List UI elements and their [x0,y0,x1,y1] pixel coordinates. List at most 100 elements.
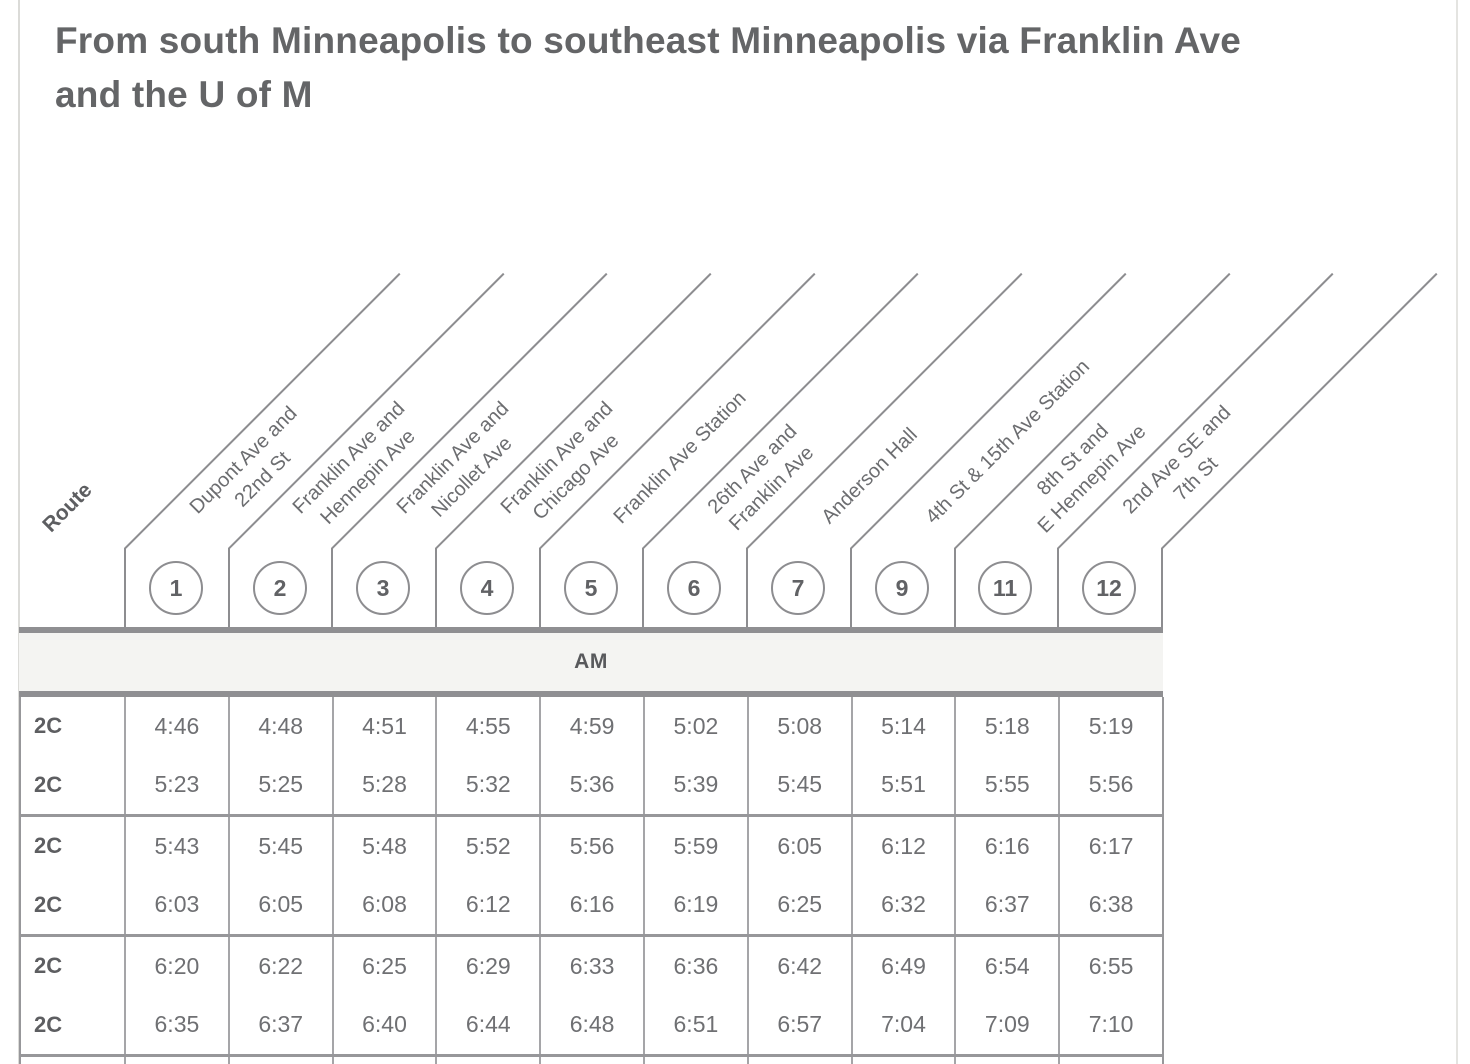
table-row: 2C 6:35 6:37 6:40 6:44 6:48 6:51 6:57 7:… [21,995,1162,1054]
time-cell: 5:45 [746,755,851,814]
time-cell: 6:05 [746,817,851,876]
time-cell: 5:45 [227,817,332,876]
time-cell: 6:12 [850,817,955,876]
time-cell: 6:49 [850,937,955,996]
time-cell: 4:46 [124,697,228,756]
time-cell [746,1057,851,1064]
time-cell [1058,1057,1162,1064]
time-cell: 5:36 [539,755,643,814]
timetable: 2C 4:46 4:48 4:51 4:55 4:59 5:02 5:08 5:… [19,697,1164,1064]
time-cell: 5:56 [539,817,643,876]
trip-group: 2C 6:20 6:22 6:25 6:29 6:33 6:36 6:42 6:… [21,937,1162,1057]
time-cell: 6:12 [435,875,539,934]
header-divider-line [1161,548,1163,627]
header-divider-line [954,548,956,627]
time-cell [331,1057,436,1064]
time-cell: 6:20 [124,937,228,996]
header-divider-line [850,548,852,627]
time-cell: 6:57 [746,995,851,1054]
time-cell: 6:48 [539,995,643,1054]
time-cell: 4:55 [435,697,539,756]
route-cell: 2C [34,891,63,917]
time-cell: 5:51 [850,755,955,814]
header-divider-line [539,548,541,627]
table-row: 2C 4:46 4:48 4:51 4:55 4:59 5:02 5:08 5:… [21,697,1162,756]
time-cell: 6:42 [746,937,851,996]
time-cell [850,1057,955,1064]
time-cell [539,1057,643,1064]
period-label: AM [574,650,608,673]
time-cell: 5:23 [124,755,228,814]
header-divider-line [435,548,437,627]
header-divider-line [228,548,230,627]
stop-number-badge: 7 [771,561,825,615]
time-cell: 6:22 [227,937,332,996]
table-row: 2C 5:23 5:25 5:28 5:32 5:36 5:39 5:45 5:… [21,755,1162,814]
time-cell: 5:25 [227,755,332,814]
stop-number-badge: 2 [253,561,307,615]
stop-number-badge: 6 [667,561,721,615]
card-border-left [18,0,20,1064]
time-cell: 5:14 [850,697,955,756]
period-header-am: AM [19,627,1163,697]
time-cell: 5:28 [331,755,436,814]
time-cell: 6:08 [331,875,436,934]
time-cell: 6:54 [954,937,1058,996]
time-cell: 7:04 [850,995,955,1054]
time-cell: 6:25 [746,875,851,934]
time-cell: 4:51 [331,697,436,756]
time-cell: 7:10 [1058,995,1162,1054]
time-cell: 6:03 [124,875,228,934]
stop-number-badge: 11 [978,561,1032,615]
trip-group: 2C 4:46 4:48 4:51 4:55 4:59 5:02 5:08 5:… [21,697,1162,817]
stop-number-badge: 3 [356,561,410,615]
time-cell: 6:35 [124,995,228,1054]
header-divider-line [746,548,748,627]
time-cell: 5:56 [1058,755,1162,814]
stop-number-badge: 4 [460,561,514,615]
route-cell: 2C [34,1011,63,1037]
time-cell: 6:55 [1058,937,1162,996]
time-cell: 6:51 [643,995,747,1054]
stop-number-badge: 1 [149,561,203,615]
time-cell: 5:55 [954,755,1058,814]
time-cell [643,1057,747,1064]
time-cell: 5:18 [954,697,1058,756]
stop-number-badge: 12 [1082,561,1136,615]
stop-number-badge: 9 [875,561,929,615]
header-divider-line [331,548,333,627]
time-cell [124,1057,228,1064]
time-cell: 6:36 [643,937,747,996]
time-cell: 6:29 [435,937,539,996]
route-cell: 2C [34,953,63,979]
card-border-right [1456,0,1458,1064]
page-title: From south Minneapolis to southeast Minn… [55,20,1241,115]
route-cell [21,1057,124,1064]
header-divider-line [124,548,126,627]
time-cell [954,1057,1058,1064]
time-cell [435,1057,539,1064]
table-row: 2C 5:43 5:45 5:48 5:52 5:56 5:59 6:05 6:… [21,817,1162,876]
time-cell: 5:08 [746,697,851,756]
route-column-label: Route [38,478,97,537]
header-divider-line [642,548,644,627]
time-cell: 4:48 [227,697,332,756]
route-cell: 2C [34,771,63,797]
time-cell: 5:02 [643,697,747,756]
trip-group-partial [21,1057,1162,1064]
time-cell: 6:44 [435,995,539,1054]
stop-number-badge: 5 [564,561,618,615]
table-row-partial [21,1057,1162,1064]
header-divider-line [1057,548,1059,627]
time-cell: 5:32 [435,755,539,814]
time-cell: 6:38 [1058,875,1162,934]
time-cell: 7:09 [954,995,1058,1054]
time-cell: 6:16 [954,817,1058,876]
table-row: 2C 6:03 6:05 6:08 6:12 6:16 6:19 6:25 6:… [21,875,1162,934]
time-cell: 6:37 [227,995,332,1054]
time-cell: 5:43 [124,817,228,876]
time-cell: 4:59 [539,697,643,756]
time-cell: 6:37 [954,875,1058,934]
time-cell: 6:17 [1058,817,1162,876]
